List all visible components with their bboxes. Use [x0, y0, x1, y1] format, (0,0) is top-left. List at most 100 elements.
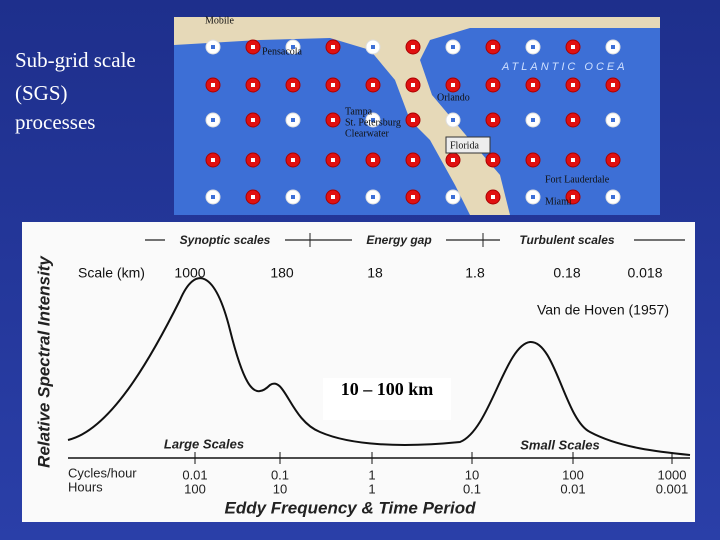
- map-label: St. Petersburg: [345, 117, 401, 128]
- grid-dot-center: [611, 195, 615, 199]
- title-line: (SGS): [15, 81, 68, 105]
- title-line: processes: [15, 110, 95, 134]
- grid-dot-center: [331, 45, 335, 49]
- scale-values: 1000 180 18 1.8 0.18 0.018: [174, 265, 662, 281]
- x-axis-label: Eddy Frequency & Time Period: [225, 498, 477, 517]
- map-label: Clearwater: [345, 128, 390, 139]
- grid-dot-center: [611, 45, 615, 49]
- grid-dot-center: [371, 158, 375, 162]
- band-label: Synoptic scales: [180, 233, 271, 247]
- grid-dot-center: [571, 83, 575, 87]
- grid-dot-center: [291, 195, 295, 199]
- map-label: Fort Lauderdale: [545, 174, 610, 185]
- peak-label: Large Scales: [164, 436, 244, 451]
- scale-label: Scale (km): [78, 265, 145, 281]
- scale-value: 0.18: [553, 265, 580, 281]
- grid-dot-center: [451, 83, 455, 87]
- grid-dot-center: [451, 158, 455, 162]
- band-label: Turbulent scales: [519, 233, 614, 247]
- grid-dot-center: [491, 195, 495, 199]
- grid-dot-center: [611, 83, 615, 87]
- grid-dot-center: [251, 118, 255, 122]
- grid-dot-center: [291, 45, 295, 49]
- source: Van de Hoven (1957): [537, 302, 669, 318]
- grid-dot-center: [451, 118, 455, 122]
- grid-dot-center: [371, 195, 375, 199]
- grid-dot-center: [331, 158, 335, 162]
- grid-dot-center: [411, 195, 415, 199]
- map: Mobile Pensacola Tampa St. Petersburg Cl…: [174, 15, 660, 215]
- grid-dot-center: [211, 195, 215, 199]
- map-label: Miami: [545, 196, 572, 207]
- grid-dot-center: [411, 83, 415, 87]
- label-box: [445, 136, 491, 154]
- grid-dot-center: [531, 83, 535, 87]
- cycles-label: 1: [368, 467, 375, 482]
- band-gap: [352, 232, 446, 248]
- grid-dot-center: [611, 158, 615, 162]
- map-label: Florida: [450, 140, 479, 151]
- grid-dot-center: [451, 195, 455, 199]
- cycles-label: 0.1: [271, 467, 289, 482]
- hours-label: 0.01: [560, 481, 585, 496]
- dot-grid: [205, 39, 621, 205]
- scale-value: 1.8: [465, 265, 485, 281]
- grid-dot-center: [371, 45, 375, 49]
- hours-label: 100: [184, 481, 206, 496]
- peak-label: Small Scales: [520, 437, 600, 452]
- y-axis-label: Relative Spectral Intensity: [34, 255, 53, 468]
- grid-dot-center: [571, 195, 575, 199]
- grid-dot-center: [531, 45, 535, 49]
- hours-label: 1: [368, 481, 375, 496]
- cycles-label: 0.01: [182, 467, 207, 482]
- grid-dot-center: [331, 83, 335, 87]
- grid-dot-center: [411, 158, 415, 162]
- grid-dot-center: [371, 118, 375, 122]
- scale-value: 180: [270, 265, 294, 281]
- grid-dot-center: [531, 195, 535, 199]
- cycles-label: 100: [562, 467, 584, 482]
- grid-dot-center: [251, 158, 255, 162]
- grid-dot-center: [491, 83, 495, 87]
- grid-dot-center: [211, 45, 215, 49]
- row-label: Hours: [68, 479, 103, 494]
- highlight-box: [323, 378, 451, 420]
- grid-dot-center: [451, 45, 455, 49]
- grid-dot-center: [411, 45, 415, 49]
- grid-dot-center: [211, 83, 215, 87]
- grid-dot-center: [531, 118, 535, 122]
- grid-dot-center: [291, 118, 295, 122]
- band-gap: [165, 232, 285, 248]
- grid-dot-center: [211, 158, 215, 162]
- grid-dot-center: [571, 158, 575, 162]
- spectrum-figure: Synoptic scales Energy gap Turbulent sca…: [22, 222, 695, 522]
- grid-dot-center: [491, 158, 495, 162]
- grid-dot-center: [571, 45, 575, 49]
- row-label: Cycles/hour: [68, 465, 137, 480]
- cycles-label: 10: [465, 467, 479, 482]
- scale-value: 1000: [174, 265, 205, 281]
- scale-value: 0.018: [627, 265, 662, 281]
- grid-dot-center: [491, 45, 495, 49]
- map-label: Tampa: [345, 106, 373, 117]
- grid-dot-center: [251, 195, 255, 199]
- hours-label: 0.1: [463, 481, 481, 496]
- highlight-label: 10 – 100 km: [341, 379, 434, 399]
- grid-dot-center: [331, 118, 335, 122]
- grid-dot-center: [211, 118, 215, 122]
- spectrum-curve: [67, 277, 691, 456]
- map-label: Orlando: [437, 92, 470, 103]
- map-label: ATLANTIC OCEA: [501, 61, 628, 73]
- grid-dot-center: [531, 158, 535, 162]
- grid-dot-center: [251, 83, 255, 87]
- grid-dot-center: [331, 195, 335, 199]
- grid-dot-center: [611, 118, 615, 122]
- map-label: Pensacola: [262, 46, 303, 57]
- hours-label: 0.001: [656, 481, 689, 496]
- grid-dot-center: [291, 158, 295, 162]
- band-gap: [500, 232, 634, 248]
- grid-dot-center: [571, 118, 575, 122]
- hours-label: 10: [273, 481, 287, 496]
